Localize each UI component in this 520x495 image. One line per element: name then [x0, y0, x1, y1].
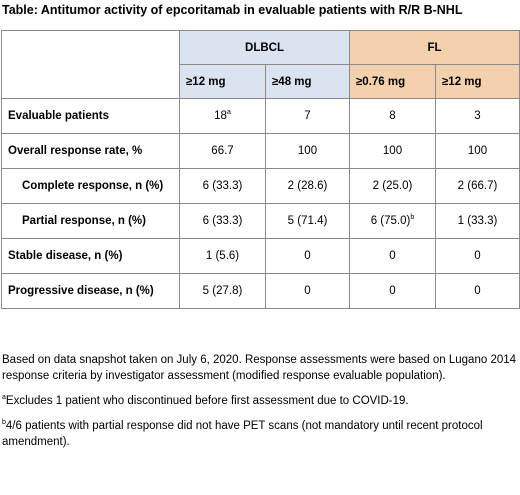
cell-dlbcl-48mg: 100 — [265, 133, 350, 169]
cell-fl-076mg: 2 (25.0) — [349, 168, 436, 204]
group-header-row: DLBCL FL — [1, 30, 520, 99]
footnote-b-mark: b — [2, 419, 6, 427]
table-row: Complete response, n (%) 6 (33.3) 2 (28.6)… — [1, 168, 520, 204]
group-header-dlbcl: DLBCL — [179, 30, 350, 65]
table-row: Overall response rate, % 66.7 100 100 100 — [1, 133, 520, 169]
footnote-b: b4/6 patients with partial response did … — [2, 418, 517, 450]
cell-dlbcl-48mg: 0 — [265, 238, 350, 274]
row-label: Stable disease, n (%) — [1, 238, 180, 274]
cell-value: 1 (5.6) — [205, 250, 240, 262]
group-header-fl: FL — [349, 30, 520, 65]
cell-value: 3 — [474, 110, 481, 122]
cell-fl-076mg: 100 — [349, 133, 436, 169]
footnote-marker: b — [410, 214, 415, 222]
table-row: Stable disease, n (%) 1 (5.6) 0 0 0 — [1, 238, 520, 274]
cell-dlbcl-12mg: 6 (33.3) — [179, 168, 266, 204]
cell-fl-076mg: 6 (75.0)b — [349, 203, 436, 239]
cell-fl-12mg: 2 (66.7) — [435, 168, 520, 204]
row-label: Progressive disease, n (%) — [1, 273, 180, 309]
cell-dlbcl-12mg: 18a — [179, 98, 266, 134]
table-row: Evaluable patients 18a 7 8 3 — [1, 98, 520, 134]
cell-dlbcl-12mg: 1 (5.6) — [179, 238, 266, 274]
antitumor-activity-table: DLBCL FL ≥12 mg ≥48 mg ≥0.76 mg ≥12 mg E… — [1, 30, 520, 309]
table-row: Partial response, n (%) 6 (33.3) 5 (71.4) 6… — [1, 203, 520, 239]
cell-fl-076mg: 8 — [349, 98, 436, 134]
cell-value: 0 — [304, 285, 311, 297]
table-row: Progressive disease, n (%) 5 (27.8) 0 0 0 — [1, 273, 520, 309]
footnote-marker: a — [226, 109, 231, 117]
cell-value: 2 (66.7) — [457, 180, 498, 192]
cell-dlbcl-48mg: 0 — [265, 273, 350, 309]
footnote-b-text: 4/6 patients with partial response did n… — [2, 420, 483, 448]
cell-value: 100 — [382, 145, 403, 157]
cell-fl-12mg: 1 (33.3) — [435, 203, 520, 239]
footnote-a-mark: a — [2, 394, 6, 402]
cell-value: 0 — [389, 285, 396, 297]
row-label: Evaluable patients — [1, 98, 180, 134]
cell-dlbcl-12mg: 6 (33.3) — [179, 203, 266, 239]
cell-value: 2 (25.0) — [372, 180, 413, 192]
cell-value: 2 (28.6) — [287, 180, 328, 192]
cell-value: 18 — [214, 110, 227, 122]
cell-dlbcl-12mg: 5 (27.8) — [179, 273, 266, 309]
table-title: Table: Antitumor activity of epcoritamab… — [2, 3, 463, 17]
dose-header-fl-12mg: ≥12 mg — [435, 64, 520, 99]
cell-value: 0 — [389, 250, 396, 262]
cell-value: 1 (33.3) — [457, 215, 498, 227]
dose-header-fl-076mg: ≥0.76 mg — [349, 64, 436, 99]
dose-header-row: ≥12 mg ≥48 mg ≥0.76 mg ≥12 mg — [2, 64, 520, 99]
cell-value: 8 — [389, 110, 396, 122]
cell-fl-12mg: 0 — [435, 273, 520, 309]
cell-value: 6 (75.0) — [370, 215, 411, 227]
cell-dlbcl-48mg: 2 (28.6) — [265, 168, 350, 204]
cell-value: 0 — [304, 250, 311, 262]
row-label: Overall response rate, % — [1, 133, 180, 169]
dose-header-dlbcl-48mg: ≥48 mg — [265, 64, 350, 99]
snapshot-note: Based on data snapshot taken on July 6, … — [2, 354, 517, 382]
cell-value: 66.7 — [211, 145, 234, 157]
cell-value: 7 — [304, 110, 311, 122]
footnote-a: aExcludes 1 patient who discontinued bef… — [2, 393, 517, 409]
cell-value: 6 (33.3) — [202, 215, 243, 227]
cell-value: 100 — [297, 145, 318, 157]
cell-fl-076mg: 0 — [349, 273, 436, 309]
cell-dlbcl-12mg: 66.7 — [179, 133, 266, 169]
cell-dlbcl-48mg: 7 — [265, 98, 350, 134]
cell-value: 0 — [474, 285, 481, 297]
dose-header-dlbcl-12mg: ≥12 mg — [179, 64, 266, 99]
row-label: Partial response, n (%) — [1, 203, 180, 239]
corner-cell — [1, 30, 180, 99]
cell-value: 0 — [474, 250, 481, 262]
cell-value: 6 (33.3) — [202, 180, 243, 192]
cell-fl-076mg: 0 — [349, 238, 436, 274]
cell-fl-12mg: 0 — [435, 238, 520, 274]
cell-fl-12mg: 3 — [435, 98, 520, 134]
cell-fl-12mg: 100 — [435, 133, 520, 169]
table-notes: Based on data snapshot taken on July 6, … — [2, 352, 517, 459]
cell-value: 100 — [467, 145, 488, 157]
cell-dlbcl-48mg: 5 (71.4) — [265, 203, 350, 239]
cell-value: 5 (27.8) — [202, 285, 243, 297]
footnote-a-text: Excludes 1 patient who discontinued befo… — [5, 395, 409, 407]
row-label: Complete response, n (%) — [1, 168, 180, 204]
cell-value: 5 (71.4) — [287, 215, 328, 227]
